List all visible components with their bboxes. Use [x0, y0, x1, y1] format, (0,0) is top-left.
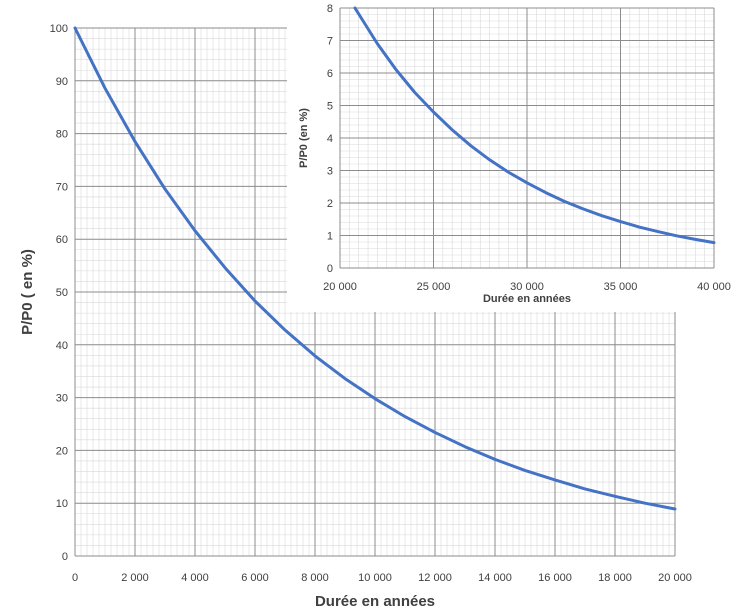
x-tick-label: 40 000 — [697, 281, 731, 293]
y-tick-label: 80 — [56, 129, 68, 141]
x-tick-label: 18 000 — [598, 572, 632, 584]
y-tick-label: 6 — [327, 68, 333, 80]
y-tick-label: 100 — [50, 23, 68, 35]
x-tick-label: 4 000 — [181, 572, 209, 584]
y-tick-label: 60 — [56, 234, 68, 246]
x-tick-label: 20 000 — [658, 572, 692, 584]
y-tick-label: 30 — [56, 393, 68, 405]
y-tick-label: 40 — [56, 340, 68, 352]
x-tick-label: 0 — [72, 572, 78, 584]
x-tick-label: 16 000 — [538, 572, 572, 584]
y-tick-label: 7 — [327, 36, 333, 48]
x-tick-label: 20 000 — [323, 281, 357, 293]
x-tick-label: 8 000 — [301, 572, 329, 584]
x-tick-label: 25 000 — [417, 281, 451, 293]
y-tick-label: 90 — [56, 76, 68, 88]
y-axis-title: P/P0 (en %) — [298, 108, 310, 168]
y-tick-label: 10 — [56, 498, 68, 510]
grid — [339, 7, 715, 269]
decay-curve — [353, 6, 716, 245]
x-tick-label: 12 000 — [418, 572, 452, 584]
x-tick-label: 30 000 — [510, 281, 544, 293]
y-tick-label: 0 — [62, 551, 68, 563]
y-tick-label: 0 — [327, 263, 333, 275]
y-tick-label: 2 — [327, 198, 333, 210]
y-tick-label: 20 — [56, 445, 68, 457]
inset-background — [287, 0, 739, 312]
x-axis-title: Durée en années — [483, 293, 571, 305]
x-tick-label: 14 000 — [478, 572, 512, 584]
y-tick-label: 5 — [327, 101, 333, 113]
y-tick-label: 50 — [56, 287, 68, 299]
decay-curve — [73, 26, 677, 511]
inset-chart: 20 000 25 000 30 000 35 000 40 000 0 1 2 3 4 5 6 7 8 D… — [287, 0, 739, 312]
y-tick-label: 70 — [56, 181, 68, 193]
y-tick-label: 8 — [327, 3, 333, 15]
x-tick-label: 2 000 — [121, 572, 149, 584]
y-tick-label: 1 — [327, 231, 333, 243]
y-axis-title: P/P0 ( en %) — [19, 249, 36, 335]
x-tick-label: 6 000 — [241, 572, 269, 584]
y-tick-label: 3 — [327, 166, 333, 178]
y-tick-label: 4 — [327, 133, 333, 145]
x-axis-title: Durée en années — [315, 593, 435, 610]
x-tick-label: 35 000 — [604, 281, 638, 293]
x-tick-label: 10 000 — [358, 572, 392, 584]
